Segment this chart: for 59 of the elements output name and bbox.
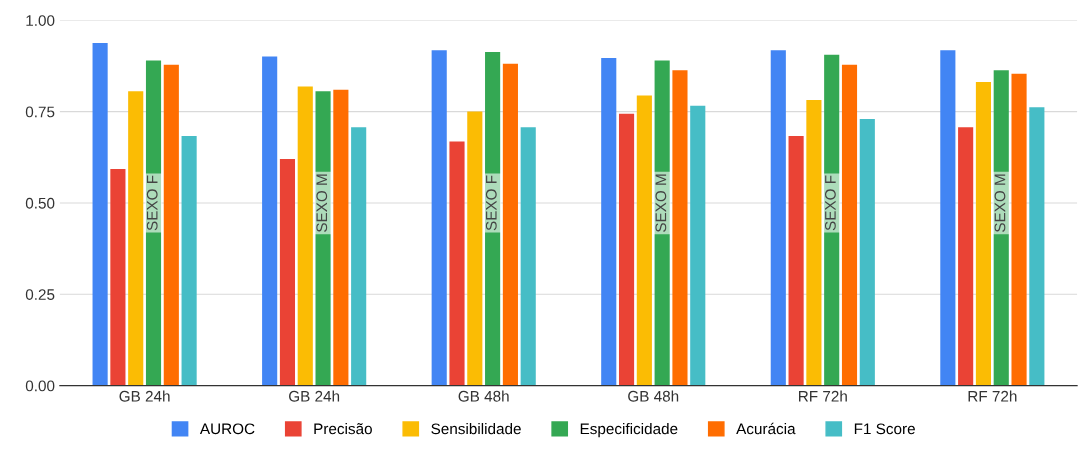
- x-tick-label: GB 24h: [119, 390, 170, 402]
- bar: [181, 136, 197, 386]
- legend-label: Precisão: [314, 423, 372, 435]
- bar: [1011, 73, 1027, 386]
- bar: [110, 168, 126, 386]
- bar: [163, 64, 179, 386]
- bar: [993, 70, 1009, 386]
- legend-label: Sensibilidade: [431, 423, 521, 435]
- bar: [467, 111, 483, 386]
- annotation: SEXO F: [146, 175, 158, 231]
- bar: [841, 64, 858, 386]
- bar: [128, 91, 144, 386]
- bar: [351, 127, 367, 386]
- x-tick-label: GB 48h: [628, 390, 679, 402]
- bar: [958, 127, 974, 386]
- bar: [788, 136, 804, 386]
- bar: [636, 95, 652, 386]
- bar: [431, 50, 447, 386]
- bar: [859, 118, 875, 386]
- annotation: SEXO M: [316, 174, 328, 232]
- annotation: SEXO F: [824, 175, 836, 231]
- bar: [940, 50, 956, 386]
- bar: [770, 50, 786, 386]
- legend-label: Especificidade: [580, 423, 678, 438]
- y-tick-label: 0.75: [25, 106, 55, 118]
- x-tick-label: RF 72h: [968, 390, 1017, 402]
- legend-label: Acurácia: [736, 422, 796, 435]
- bar: [485, 52, 501, 386]
- y-tick-label: 1.00: [26, 15, 55, 26]
- bar: [824, 54, 840, 386]
- bar: [975, 82, 992, 386]
- x-tick-label: RF 72h: [799, 390, 847, 402]
- bar: [279, 159, 296, 386]
- bar: [92, 42, 108, 386]
- y-tick-label: 0.25: [25, 289, 55, 300]
- x-tick-label: GB 24h: [289, 390, 340, 402]
- legend-label: F1 Score: [854, 423, 915, 435]
- bar: [654, 60, 670, 386]
- bar: [618, 113, 635, 386]
- bar: [601, 57, 617, 386]
- bar: [502, 63, 518, 386]
- bar: [520, 127, 536, 386]
- bar: [690, 105, 706, 386]
- bar: [315, 91, 331, 386]
- annotation: SEXO M: [655, 174, 667, 232]
- bar: [297, 86, 313, 386]
- x-tick-label: GB 48h: [458, 390, 509, 402]
- bar: [262, 56, 278, 386]
- annotation: SEXO F: [485, 175, 497, 231]
- y-tick-label: 0.50: [25, 197, 55, 209]
- bar: [806, 99, 822, 386]
- bar: [449, 141, 465, 386]
- bar: [333, 89, 349, 386]
- legend-label: AUROC: [199, 423, 255, 435]
- bar: [145, 60, 162, 386]
- bar: [1029, 107, 1045, 386]
- annotation: SEXO M: [994, 174, 1006, 232]
- bar: [672, 70, 688, 386]
- y-tick-label: 0.00: [25, 380, 55, 392]
